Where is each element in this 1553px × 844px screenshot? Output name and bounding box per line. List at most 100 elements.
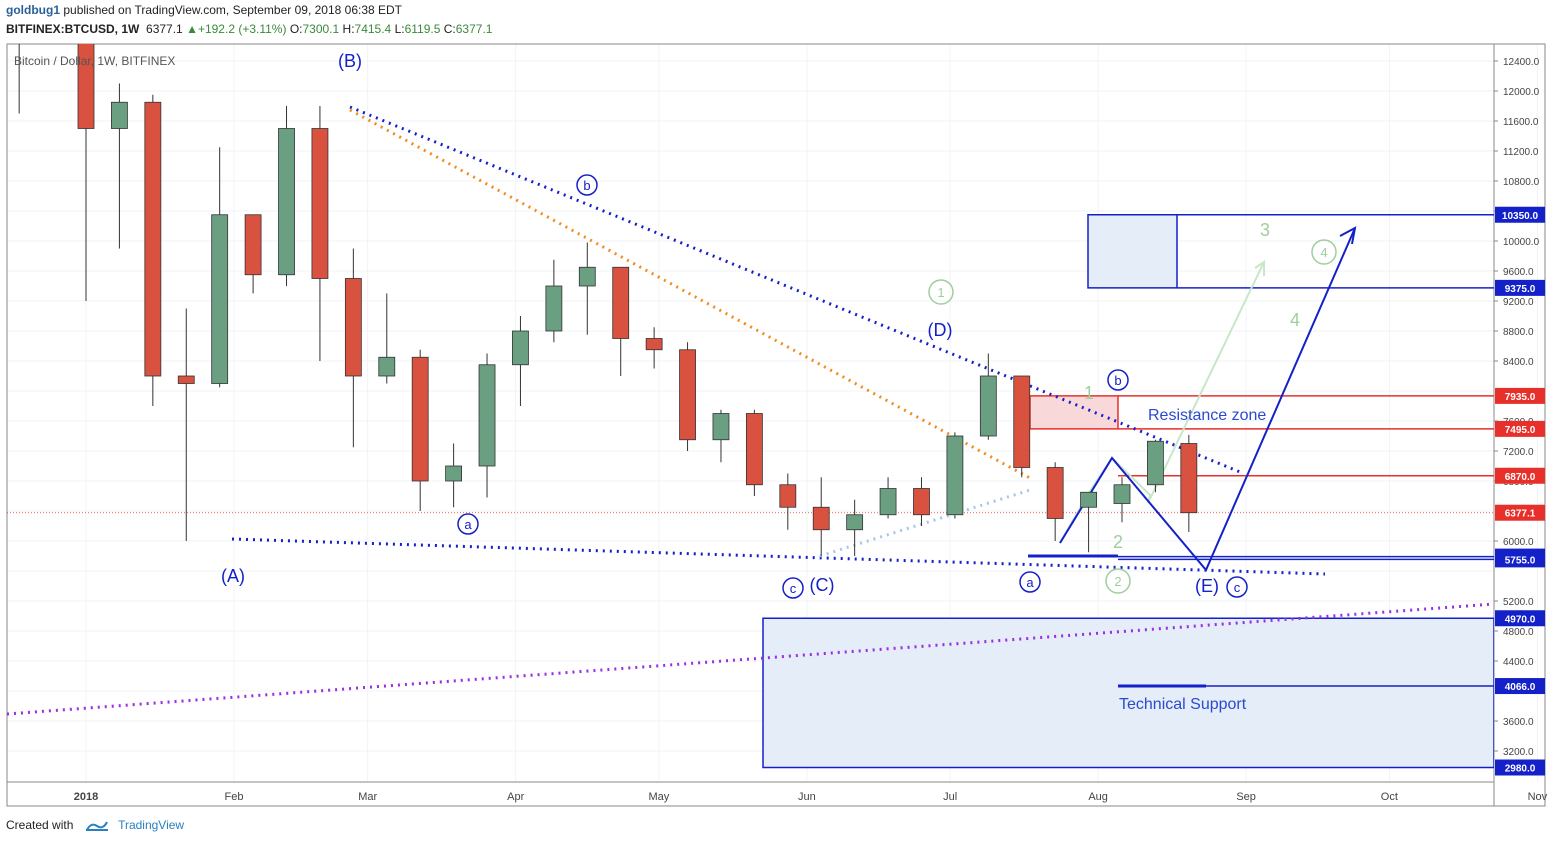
- candle-body-35: [1147, 440, 1164, 486]
- candle-body-29: [946, 435, 964, 516]
- price-badge-3: [1495, 420, 1545, 437]
- sub-wave-b-2-circle: [1107, 369, 1129, 391]
- y-tick-label-15: 5200.0: [1503, 597, 1534, 608]
- ohlc-low-key: L:: [394, 22, 405, 36]
- candle-body-24: [779, 484, 797, 508]
- sub-wave-a-2-circle: [1019, 571, 1041, 593]
- y-tick-label-1: 12000.0: [1503, 87, 1540, 98]
- count-label-1-circled-circle: [928, 279, 954, 305]
- price-badge-label-1: 9375.0: [1505, 284, 1536, 295]
- candle-body-21: [679, 349, 696, 441]
- price-badge-label-0: 10350.0: [1502, 211, 1539, 222]
- wave-label-E: (E): [1195, 576, 1219, 596]
- price-badge-9: [1495, 678, 1545, 695]
- candle-body-25: [812, 506, 830, 531]
- wave-label-B: (B): [338, 51, 362, 71]
- candle-body-36: [1180, 443, 1198, 514]
- ohlc-close-key: C:: [443, 22, 456, 36]
- candle-body-15: [478, 364, 496, 467]
- candle-body-33: [1080, 491, 1097, 508]
- candle-body-31: [1013, 375, 1031, 468]
- y-tick-label-8: 9200.0: [1503, 297, 1534, 308]
- x-tick-label-4: May: [649, 791, 670, 803]
- y-tick-label-6: 10000.0: [1503, 237, 1540, 248]
- price-badge-7: [1495, 551, 1545, 568]
- candle-body-12: [378, 356, 396, 377]
- candle-body-19: [612, 266, 630, 339]
- footer: Created with TradingView: [6, 818, 184, 832]
- x-tick-label-2: Mar: [358, 791, 377, 803]
- axes: 12400.012000.011600.011200.010800.010400…: [74, 57, 1548, 803]
- candle-body-5: [144, 101, 162, 377]
- candle-body-9: [278, 128, 295, 276]
- x-tick-label-3: Apr: [507, 791, 524, 803]
- publish-header: goldbug1 published on TradingView.com, S…: [6, 3, 402, 17]
- chart-frame: [6, 43, 1546, 807]
- zones: [7, 214, 1494, 769]
- y-tick-label-17: 4400.0: [1503, 657, 1534, 668]
- wave-label-D: (D): [928, 320, 953, 340]
- ohlc-high-value: 7415.4: [354, 22, 392, 36]
- y-tick-label-14: 6000.0: [1503, 537, 1534, 548]
- candle-body-28: [913, 488, 930, 516]
- lower-wedge-line: [231, 537, 1326, 576]
- y-tick-label-19: 3200.0: [1503, 747, 1534, 758]
- y-tick-label-16: 4800.0: [1503, 627, 1534, 638]
- x-tick-label-5: Jun: [798, 791, 816, 803]
- candle-body-22: [712, 413, 730, 441]
- candle-body-18: [578, 266, 596, 287]
- price-badge-label-4: 6870.0: [1505, 472, 1536, 483]
- y-tick-label-3: 11200.0: [1503, 147, 1539, 158]
- symbol-name: BITFINEX:BTCUSD, 1W: [6, 22, 140, 36]
- price-badge-label-2: 7935.0: [1505, 392, 1536, 403]
- candle-body-30: [979, 375, 997, 437]
- price-badge-10: [1495, 759, 1545, 776]
- up-triangle-icon: ▲: [186, 22, 198, 36]
- candle-body-16: [512, 330, 529, 366]
- count-label-4-circled: 4: [1320, 245, 1327, 260]
- target-zone-small: [1087, 214, 1178, 289]
- y-tick-label-4: 10800.0: [1503, 177, 1540, 188]
- x-tick-label-8: Sep: [1236, 791, 1256, 803]
- x-tick-label-1: Feb: [225, 791, 244, 803]
- candle-body-11: [344, 278, 362, 377]
- candle-body-3: [77, 44, 95, 129]
- arrow-head-alt: [1254, 260, 1265, 276]
- sub-wave-c-2: c: [1234, 580, 1241, 595]
- ohlc-values: O:7300.1 H:7415.4 L:6119.5 C:6377.1: [290, 22, 493, 36]
- ohlc-open-key: O:: [289, 22, 303, 36]
- price-badge-5: [1495, 504, 1545, 521]
- price-change: +192.2 (+3.11%): [197, 22, 287, 36]
- count-label-2-circled-circle: [1105, 568, 1131, 594]
- count-label-1-circled: 1: [937, 285, 944, 300]
- ohlc-low-value: 6119.5: [404, 22, 441, 36]
- price-badge-label-8: 4970.0: [1505, 614, 1536, 625]
- candles: [18, 44, 1198, 556]
- ohlc-high-key: H:: [342, 22, 355, 36]
- x-tick-label-9: Oct: [1381, 791, 1398, 803]
- x-tick-label-10: Nov: [1528, 791, 1548, 803]
- y-tick-label-7: 9600.0: [1503, 267, 1534, 278]
- author-name[interactable]: goldbug1: [6, 3, 60, 17]
- x-tick-label-6: Jul: [943, 791, 957, 803]
- wave-label-A: (A): [221, 566, 245, 586]
- support-zone-large: [762, 617, 1494, 769]
- candle-body-13: [411, 356, 429, 482]
- count-label-3: 3: [1260, 220, 1270, 240]
- sub-wave-a-1-circle: [457, 513, 479, 535]
- ohlc-close-value: 6377.1: [455, 22, 493, 36]
- count-label-1-small: 1: [1084, 383, 1094, 403]
- created-with-label: Created with: [6, 818, 74, 832]
- price-badge-0: [1495, 206, 1545, 223]
- resistance-box: [1029, 395, 1119, 430]
- candle-body-26: [846, 514, 864, 531]
- sub-wave-a-2: a: [1026, 575, 1034, 590]
- tradingview-link[interactable]: TradingView: [118, 818, 185, 832]
- candle-body-17: [545, 285, 563, 332]
- resistance-zone-label: Resistance zone: [1148, 407, 1266, 424]
- candle-body-8: [244, 214, 262, 276]
- price-badge-2: [1495, 387, 1545, 404]
- candle-body-7: [211, 214, 229, 384]
- price-badge-1: [1495, 279, 1545, 296]
